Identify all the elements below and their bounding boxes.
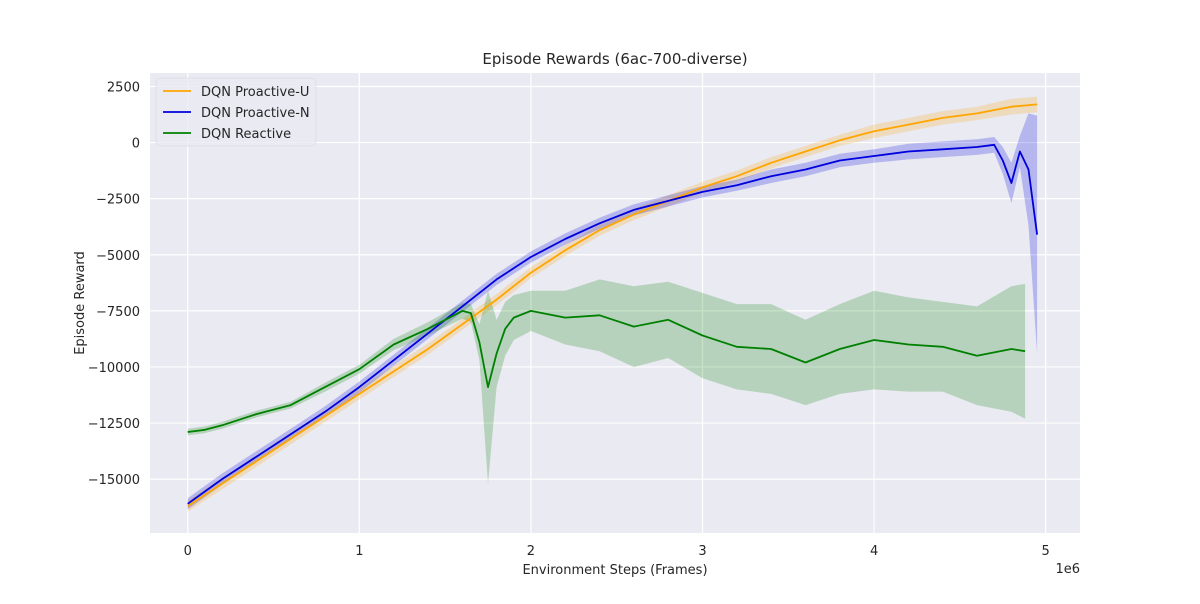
x-axis-label: Environment Steps (Frames) [522, 563, 707, 578]
line-dqn-reactive [187, 309, 1026, 433]
y-tick-label: −10000 [88, 361, 140, 376]
y-tick-label: −7500 [96, 305, 140, 320]
y-tick-labels: 2500 0 −2500 −5000 −7500 −10000 −12500 −15000 [88, 80, 140, 488]
legend-entry: DQN Proactive-U [201, 85, 309, 100]
x-scale-multiplier: 1e6 [1055, 562, 1080, 577]
line-dqn-proactive-n [187, 143, 1038, 505]
x-tick-label: 0 [184, 544, 192, 559]
band-dqn-reactive [187, 279, 1026, 484]
legend-entry: DQN Reactive [201, 127, 291, 142]
y-tick-label: 0 [132, 137, 140, 152]
confidence-bands [187, 96, 1038, 512]
x-tick-label: 5 [1042, 544, 1050, 559]
line-dqn-proactive-u [187, 103, 1038, 507]
legend-frame [155, 77, 317, 147]
y-tick-label: 2500 [107, 80, 140, 95]
legend: DQN Proactive-U DQN Proactive-N DQN Reacti… [155, 77, 317, 147]
x-tick-label: 1 [355, 544, 363, 559]
x-tick-labels: 0 1 2 3 4 5 [184, 544, 1050, 559]
x-tick-label: 3 [698, 544, 706, 559]
x-tick-label: 2 [527, 544, 535, 559]
y-tick-label: −2500 [96, 193, 140, 208]
x-tick-label: 4 [870, 544, 878, 559]
y-tick-label: −12500 [88, 417, 140, 432]
series-lines [187, 103, 1038, 507]
y-tick-label: −5000 [96, 249, 140, 264]
band-dqn-proactive-n [187, 113, 1038, 510]
legend-entry: DQN Proactive-N [201, 106, 310, 121]
y-tick-label: −15000 [88, 473, 140, 488]
y-axis-label: Episode Reward [73, 251, 88, 355]
chart-title: Episode Rewards (6ac-700-diverse) [482, 50, 747, 68]
